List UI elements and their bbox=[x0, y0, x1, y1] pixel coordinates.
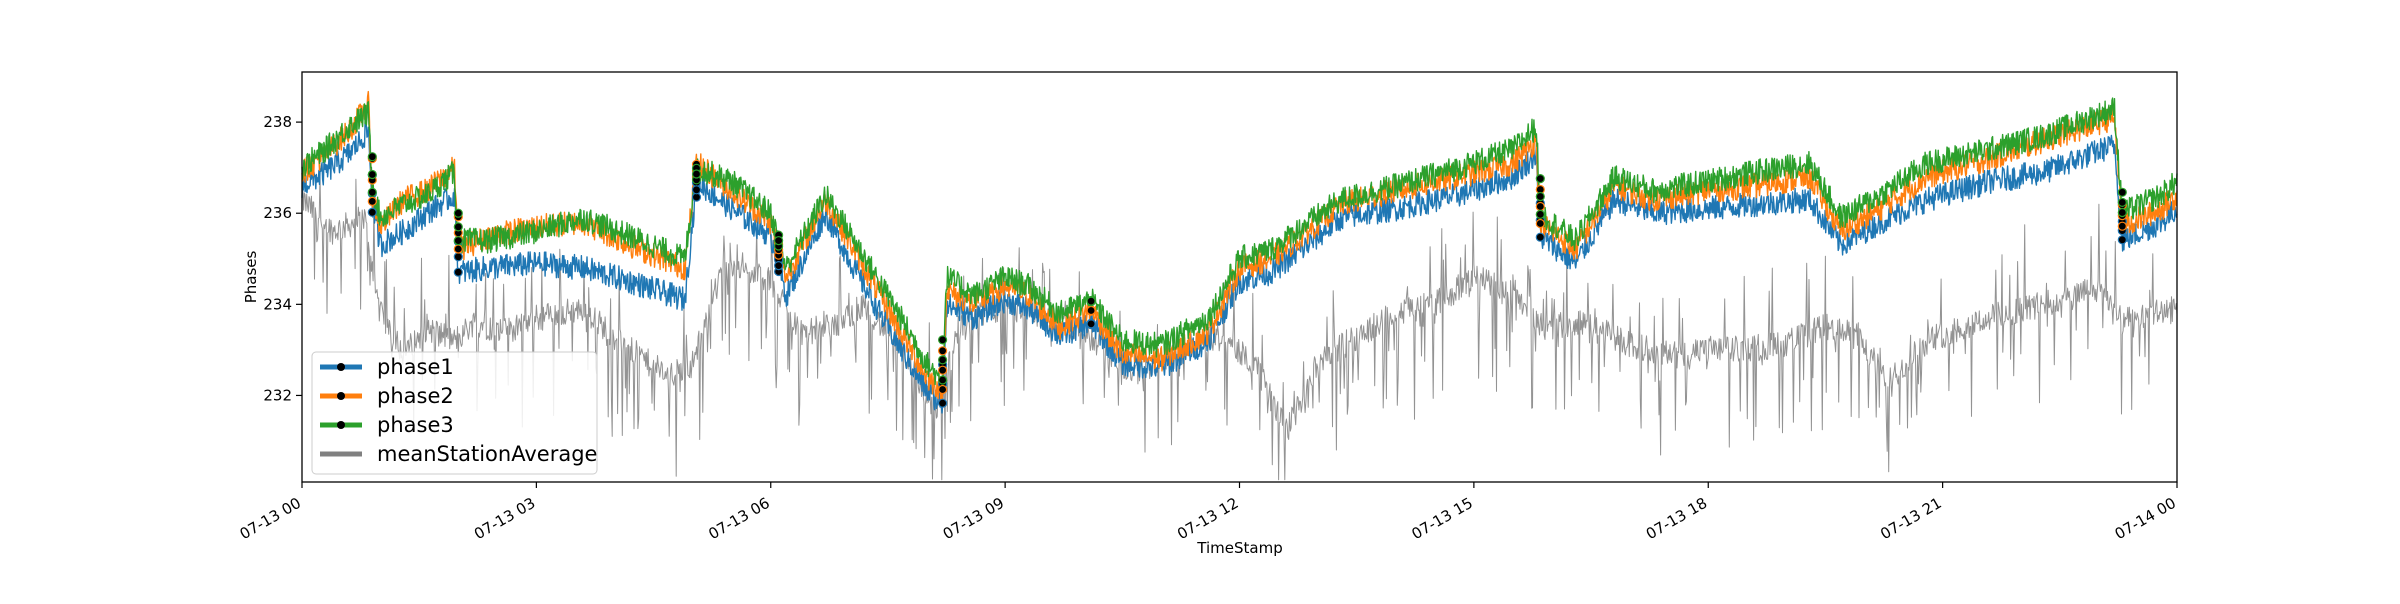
marker-layer bbox=[367, 152, 2127, 408]
transition-marker-phase1-4-0 bbox=[937, 398, 948, 408]
legend-box bbox=[311, 351, 598, 475]
transition-marker-phase1-7-1 bbox=[2117, 235, 2127, 245]
transition-marker-phase2-7-1 bbox=[2117, 221, 2127, 231]
y-tick-label-1: 234 bbox=[263, 295, 292, 313]
legend: phase1 phase2 phase3 meanStationAverage bbox=[311, 351, 598, 475]
transition-marker-phase1-1-1 bbox=[453, 267, 463, 277]
transition-marker-phase3-3-2 bbox=[773, 236, 784, 246]
transition-marker-phase3-1-0 bbox=[453, 208, 463, 218]
transition-marker-phase2-1-1 bbox=[453, 244, 463, 254]
transition-marker-phase1-2-2 bbox=[691, 185, 702, 195]
transition-marker-phase2-5-2 bbox=[1086, 305, 1096, 316]
y-axis: 232 234 236 238 bbox=[263, 113, 302, 404]
y-tick-label-0: 232 bbox=[263, 386, 292, 404]
y-tick-label-3: 238 bbox=[263, 113, 292, 131]
transition-marker-phase2-4-1 bbox=[937, 346, 948, 356]
x-tick-label-4: 07-13 12 bbox=[1174, 494, 1241, 543]
transition-marker-phase2-6-2 bbox=[1535, 201, 1545, 212]
x-tick-label-2: 07-13 06 bbox=[705, 494, 772, 543]
transition-marker-phase3-5-2 bbox=[1086, 296, 1096, 306]
series-line-phase3 bbox=[301, 97, 2178, 391]
x-axis: 07-13 00 07-13 03 07-13 06 07-13 09 07-13 12… bbox=[237, 482, 2179, 543]
transition-marker-phase2-0-1 bbox=[367, 196, 377, 206]
legend-label-phase2: phase2 bbox=[377, 384, 454, 408]
transition-marker-phase3-0-1 bbox=[367, 187, 377, 197]
transition-marker-phase1-0-1 bbox=[367, 207, 377, 217]
x-tick-label-0: 07-13 00 bbox=[237, 494, 304, 543]
legend-marker-phase1 bbox=[337, 363, 345, 371]
series-line-meanStationAverage bbox=[301, 173, 2178, 481]
legend-marker-phase2 bbox=[337, 392, 345, 400]
transition-marker-phase3-1-1 bbox=[453, 236, 463, 246]
transition-marker-phase3-6-2 bbox=[1535, 191, 1545, 202]
x-tick-label-6: 07-13 18 bbox=[1643, 494, 1710, 543]
transition-marker-phase3-6-1 bbox=[1535, 209, 1545, 219]
transition-marker-phase3-2-2 bbox=[691, 169, 702, 179]
legend-marker-phase3 bbox=[337, 421, 345, 429]
transition-marker-phase3-4-2 bbox=[937, 355, 948, 365]
y-tick-label-2: 236 bbox=[263, 204, 292, 222]
legend-label-phase3: phase3 bbox=[377, 413, 454, 437]
transition-marker-phase2-4-0 bbox=[937, 384, 948, 395]
transition-marker-phase3-4-0 bbox=[937, 375, 948, 385]
series-layer bbox=[301, 90, 2178, 481]
transition-marker-phase3-0-2 bbox=[367, 169, 377, 180]
transition-marker-phase1-3-2 bbox=[773, 261, 784, 271]
x-tick-label-8: 07-14 00 bbox=[2112, 494, 2179, 543]
x-tick-label-3: 07-13 09 bbox=[940, 494, 1007, 543]
transition-marker-phase3-7-1 bbox=[2117, 207, 2127, 218]
transition-marker-phase3-1-2 bbox=[453, 222, 463, 232]
transition-marker-phase3-7-0 bbox=[2117, 187, 2127, 197]
x-tick-label-7: 07-13 21 bbox=[1877, 494, 1944, 543]
x-axis-label: TimeStamp bbox=[1196, 539, 1282, 557]
transition-marker-phase2-6-1 bbox=[1535, 218, 1545, 229]
x-tick-label-1: 07-13 03 bbox=[471, 494, 538, 543]
transition-marker-phase3-4-1 bbox=[937, 335, 948, 345]
legend-label-meanStationAverage: meanStationAverage bbox=[377, 442, 597, 466]
x-tick-label-5: 07-13 15 bbox=[1408, 494, 1475, 543]
series-line-phase1 bbox=[301, 121, 2178, 414]
transition-marker-phase1-5-2 bbox=[1086, 319, 1096, 329]
transition-marker-phase1-1-2 bbox=[453, 252, 463, 262]
transition-marker-phase1-6-1 bbox=[1535, 232, 1545, 242]
transition-marker-phase2-4-2 bbox=[937, 365, 948, 375]
transition-marker-phase3-7-2 bbox=[2117, 197, 2127, 207]
transition-marker-phase3-6-0 bbox=[1535, 174, 1545, 184]
transition-marker-phase3-0-0 bbox=[367, 152, 377, 162]
legend-label-phase1: phase1 bbox=[377, 355, 454, 379]
legend-items: phase1 phase2 phase3 meanStationAverage bbox=[320, 355, 597, 466]
y-axis-label: Phases bbox=[242, 251, 260, 304]
